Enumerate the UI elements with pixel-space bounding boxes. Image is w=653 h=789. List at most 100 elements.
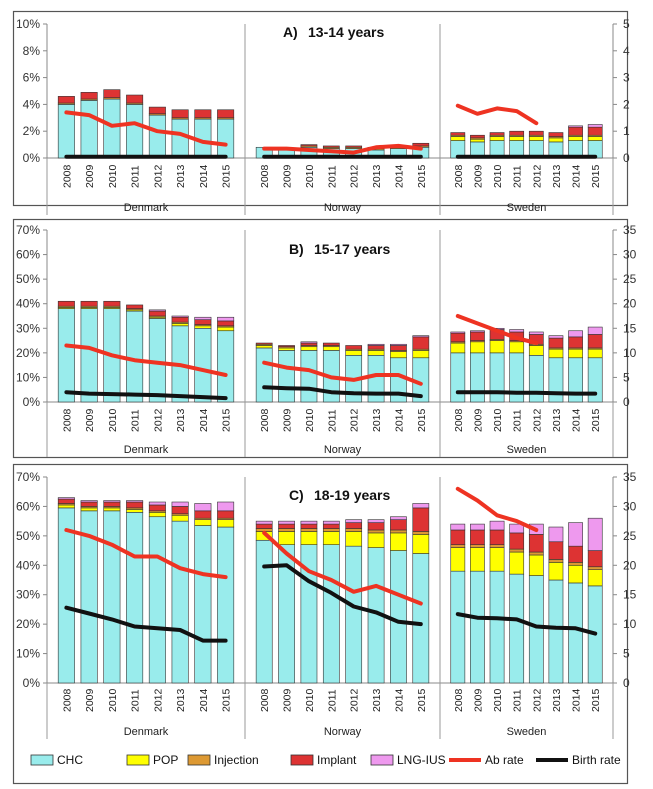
bar-chc bbox=[548, 357, 564, 403]
year-label: 2012 bbox=[349, 408, 361, 432]
year-label: 2012 bbox=[152, 688, 164, 712]
bar-pop bbox=[345, 350, 363, 356]
year-label: 2013 bbox=[371, 408, 383, 432]
bar-implant bbox=[450, 332, 466, 343]
bar-lng-ius bbox=[528, 331, 544, 335]
year-label: 2012 bbox=[531, 688, 543, 712]
year-label: 2009 bbox=[84, 688, 96, 712]
bar-lng-ius bbox=[390, 516, 407, 520]
year-label: 2008 bbox=[259, 408, 271, 432]
bar-implant bbox=[367, 345, 385, 350]
right-tick-label: 4 bbox=[623, 44, 630, 58]
right-tick-label: 1 bbox=[623, 124, 630, 138]
country-norway: 2008 2009 2010 2011 2012 2013 2014 2015 Norway bbox=[255, 335, 430, 456]
bar-lng-ius bbox=[194, 316, 212, 320]
country-label: Norway bbox=[324, 444, 362, 456]
bar-lng-ius bbox=[103, 500, 121, 503]
left-tick-label: 4% bbox=[23, 97, 41, 111]
bar-pop bbox=[300, 531, 318, 545]
bar-lng-ius bbox=[57, 497, 75, 500]
bar-chc bbox=[322, 544, 340, 684]
left-tick-label: 50% bbox=[16, 529, 40, 543]
bar-implant bbox=[322, 523, 340, 529]
ab-rate-line bbox=[455, 103, 539, 126]
bar-lng-ius bbox=[367, 343, 385, 346]
right-tick-label: 10 bbox=[623, 346, 637, 360]
bar-chc bbox=[80, 308, 98, 403]
bar-implant bbox=[80, 300, 98, 307]
bar-injection bbox=[390, 529, 407, 534]
ab-rate-line bbox=[455, 314, 539, 345]
bar-chc bbox=[255, 539, 273, 684]
right-tick-label: 15 bbox=[623, 588, 637, 602]
legend-label: CHC bbox=[57, 753, 83, 767]
bar-chc bbox=[528, 575, 544, 684]
bar-implant bbox=[322, 145, 340, 148]
bar-implant bbox=[171, 506, 189, 515]
bar-pop bbox=[509, 551, 525, 575]
country-denmark: 2008 2009 2010 2011 2012 2013 2014 2015 Denmark bbox=[57, 89, 235, 214]
bar-injection bbox=[412, 531, 430, 535]
bar-implant bbox=[489, 529, 505, 545]
bar-chc bbox=[255, 347, 273, 403]
year-label: 2011 bbox=[512, 689, 524, 712]
legend-swatch bbox=[370, 754, 394, 766]
year-label: 2015 bbox=[590, 688, 602, 712]
bar-implant bbox=[470, 134, 485, 139]
bar-injection bbox=[568, 562, 583, 566]
bar-lng-ius bbox=[568, 522, 583, 547]
bar-chc bbox=[217, 526, 235, 684]
panel-frame bbox=[12, 463, 629, 785]
year-label: 2011 bbox=[130, 409, 142, 432]
bar-chc bbox=[450, 570, 466, 684]
bar-lng-ius bbox=[450, 331, 466, 334]
year-label: 2010 bbox=[492, 688, 504, 712]
bar-lng-ius bbox=[450, 523, 466, 531]
year-label: 2014 bbox=[198, 408, 210, 432]
right-tick-label: 30 bbox=[623, 248, 637, 262]
bar-implant bbox=[548, 541, 564, 560]
bar-lng-ius bbox=[470, 523, 485, 531]
bar-implant bbox=[126, 304, 144, 309]
bar-pop bbox=[322, 346, 340, 351]
year-label: 2014 bbox=[571, 408, 583, 432]
bar-pop bbox=[171, 323, 189, 327]
bar-implant bbox=[148, 310, 166, 317]
ab-rate-line bbox=[64, 528, 228, 580]
bar-pop bbox=[450, 547, 466, 572]
bar-implant bbox=[528, 130, 544, 136]
bar-chc bbox=[80, 100, 98, 159]
legend-label: LNG-IUS bbox=[397, 753, 446, 767]
bar-implant bbox=[470, 529, 485, 545]
ab-rate-line bbox=[262, 530, 423, 606]
bar-injection bbox=[300, 528, 318, 532]
bar-chc bbox=[300, 350, 318, 403]
left-tick-label: 20% bbox=[16, 617, 40, 631]
bar-pop bbox=[528, 554, 544, 576]
bar-injection bbox=[548, 559, 564, 563]
left-tick-label: 30% bbox=[16, 588, 40, 602]
bar-injection bbox=[450, 544, 466, 548]
panel-c-letter: C bbox=[289, 487, 299, 503]
year-label: 2014 bbox=[198, 688, 210, 712]
bar-implant bbox=[57, 96, 75, 104]
left-tick-label: 20% bbox=[16, 346, 40, 360]
ab-rate-line bbox=[262, 143, 423, 155]
bar-implant bbox=[568, 336, 583, 349]
bar-lng-ius bbox=[300, 520, 318, 525]
bar-implant bbox=[450, 132, 466, 136]
bar-pop bbox=[194, 325, 212, 329]
bar-chc bbox=[278, 350, 295, 403]
panel-b-title: B ) 15-17 years bbox=[289, 241, 391, 257]
birth-rate-line bbox=[262, 563, 423, 627]
bar-implant bbox=[80, 92, 98, 100]
year-label: 2011 bbox=[130, 165, 142, 188]
birth-rate-line bbox=[455, 390, 598, 396]
bar-implant bbox=[103, 89, 121, 99]
bar-implant bbox=[300, 144, 318, 147]
country-label: Sweden bbox=[507, 444, 547, 456]
bar-lng-ius bbox=[278, 520, 295, 525]
bar-implant bbox=[80, 501, 98, 507]
bar-chc bbox=[470, 570, 485, 684]
